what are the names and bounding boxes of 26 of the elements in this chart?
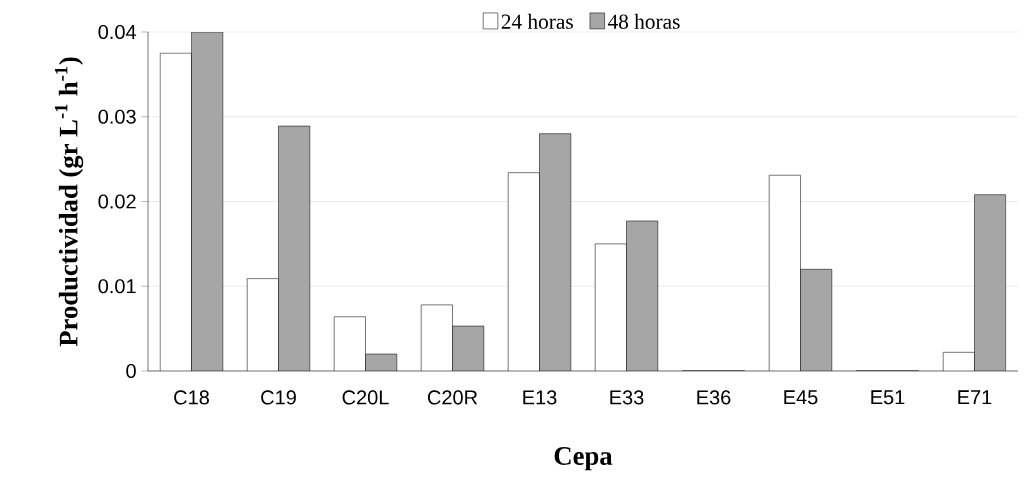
x-tick-label: C18 [174,390,209,405]
bar [278,126,310,371]
x-axis-title: Cepa [554,447,613,471]
x-tick-label: C19 [261,390,296,405]
bar [191,31,223,371]
x-tick-label: E36 [697,390,731,405]
legend-label: 48 horas [607,13,680,29]
x-tick-label: E45 [784,390,818,405]
x-tick-label: E71 [958,390,992,405]
y-tick-label: 0.03 [98,109,136,124]
legend-label: 24 horas [501,13,573,29]
x-tick-label: C20R [427,390,478,405]
x-tick-label: E51 [871,390,905,405]
bar [626,220,658,371]
x-tick-label: C20L [342,390,389,405]
y-axis-title: Productividad (gr L$^{-1}$ h$^{-1}$) [54,57,84,347]
y-tick-label: 0.04 [98,24,137,40]
x-tick-label: E13 [523,390,557,405]
bar [539,133,571,371]
y-tick-label: 0.02 [98,194,136,209]
bar [452,326,484,371]
y-tick-label: 0.01 [98,279,136,294]
bar [800,269,832,371]
y-tick-label: 0 [126,363,136,379]
x-tick-label: E33 [610,390,644,405]
bar [974,194,1007,371]
